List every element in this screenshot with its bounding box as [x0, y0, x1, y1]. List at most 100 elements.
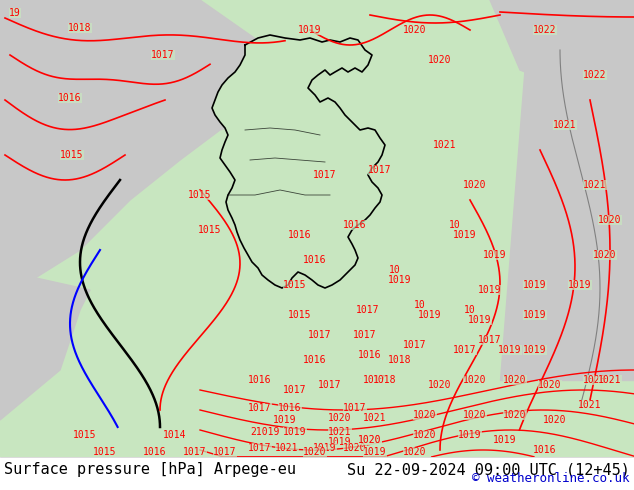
Text: 1019: 1019 [458, 430, 482, 440]
Text: 1021: 1021 [275, 443, 299, 453]
Text: 1014: 1014 [163, 430, 187, 440]
Text: 1020: 1020 [328, 413, 352, 423]
Text: 1021: 1021 [363, 413, 387, 423]
Text: 1016: 1016 [303, 255, 327, 265]
Text: 1020: 1020 [463, 410, 487, 420]
Polygon shape [0, 270, 90, 420]
Polygon shape [575, 170, 634, 380]
Text: 1021: 1021 [583, 180, 607, 190]
Text: 1017: 1017 [363, 375, 387, 385]
Text: 1015: 1015 [188, 190, 212, 200]
Polygon shape [0, 0, 300, 300]
Text: 1021: 1021 [553, 120, 577, 130]
Text: 1017: 1017 [313, 170, 337, 180]
Text: 1016: 1016 [278, 403, 302, 413]
Text: 1019: 1019 [273, 415, 297, 425]
Text: 1019: 1019 [318, 457, 342, 467]
Text: 1020: 1020 [428, 380, 452, 390]
Text: 1016: 1016 [343, 220, 366, 230]
Text: 1015: 1015 [74, 430, 97, 440]
Text: 1020: 1020 [503, 375, 527, 385]
Text: Surface pressure [hPa] Arpege-eu: Surface pressure [hPa] Arpege-eu [4, 462, 296, 477]
Text: 1019: 1019 [388, 275, 411, 285]
Text: 1020: 1020 [538, 380, 562, 390]
Text: 1020: 1020 [593, 250, 617, 260]
Text: 1020: 1020 [303, 447, 327, 457]
Text: 1020: 1020 [403, 25, 427, 35]
Text: 1016: 1016 [143, 447, 167, 457]
Text: 1019: 1019 [298, 25, 321, 35]
Text: 1020: 1020 [343, 443, 366, 453]
Text: 1018: 1018 [388, 355, 411, 365]
Text: Su 22-09-2024 09:00 UTC (12+45): Su 22-09-2024 09:00 UTC (12+45) [347, 462, 630, 477]
Text: 1017: 1017 [353, 330, 377, 340]
Text: 1017: 1017 [403, 340, 427, 350]
Text: 1020: 1020 [463, 180, 487, 190]
Text: 1020: 1020 [358, 435, 382, 445]
Text: 1017: 1017 [283, 385, 307, 395]
Text: 1021: 1021 [328, 427, 352, 437]
Text: 1015: 1015 [198, 225, 222, 235]
Text: 1017: 1017 [308, 330, 332, 340]
Text: 1015: 1015 [93, 447, 117, 457]
Text: 1020: 1020 [463, 375, 487, 385]
Polygon shape [500, 0, 634, 380]
Text: 1020: 1020 [358, 435, 382, 445]
Text: 1017: 1017 [213, 447, 236, 457]
Text: 1017: 1017 [152, 50, 175, 60]
Text: 1017: 1017 [243, 457, 267, 467]
Text: 1019: 1019 [568, 280, 592, 290]
Text: 1019: 1019 [328, 437, 352, 447]
Text: 1016: 1016 [358, 350, 382, 360]
Text: 1016: 1016 [303, 355, 327, 365]
Text: 1019: 1019 [283, 427, 307, 437]
Text: 1017: 1017 [249, 443, 272, 453]
Text: 1019: 1019 [278, 457, 302, 467]
Text: 1019: 1019 [493, 435, 517, 445]
Polygon shape [212, 35, 385, 288]
Text: 1017: 1017 [356, 305, 380, 315]
Text: 1022: 1022 [533, 25, 557, 35]
Text: 1019: 1019 [478, 285, 501, 295]
Text: © weatheronline.co.uk: © weatheronline.co.uk [472, 472, 630, 485]
Text: 1021: 1021 [433, 140, 456, 150]
Text: 1015: 1015 [283, 280, 307, 290]
Text: 1019: 1019 [498, 345, 522, 355]
Text: 10: 10 [389, 265, 401, 275]
Text: 1015: 1015 [288, 310, 312, 320]
Text: 1021: 1021 [578, 400, 602, 410]
Text: 10: 10 [449, 220, 461, 230]
Text: 1020: 1020 [413, 410, 437, 420]
Text: 1017: 1017 [343, 403, 366, 413]
Text: 1017: 1017 [453, 345, 477, 355]
Text: 1019: 1019 [453, 230, 477, 240]
Text: 1019: 1019 [418, 310, 442, 320]
Text: 1017: 1017 [368, 165, 392, 175]
Text: 1016: 1016 [533, 445, 557, 455]
Text: 21019: 21019 [250, 427, 280, 437]
Text: 1015: 1015 [60, 150, 84, 160]
Polygon shape [490, 0, 634, 140]
Text: 1019: 1019 [523, 280, 547, 290]
Text: 1019: 1019 [523, 310, 547, 320]
Text: 1022: 1022 [583, 70, 607, 80]
Text: 1020: 1020 [598, 215, 622, 225]
Text: 1021: 1021 [598, 375, 622, 385]
Text: 1017: 1017 [249, 403, 272, 413]
Text: 19: 19 [9, 8, 21, 18]
Text: 1017: 1017 [478, 335, 501, 345]
Text: 1016: 1016 [58, 93, 82, 103]
Text: 1020: 1020 [503, 410, 527, 420]
Text: 1019: 1019 [469, 315, 492, 325]
Text: 1016: 1016 [288, 230, 312, 240]
Text: 1017: 1017 [318, 380, 342, 390]
Text: 1020: 1020 [413, 430, 437, 440]
Text: 1019: 1019 [523, 345, 547, 355]
Text: 1020: 1020 [543, 415, 567, 425]
Text: 1016: 1016 [249, 375, 272, 385]
Text: 1018: 1018 [373, 375, 397, 385]
Text: 1020: 1020 [428, 55, 452, 65]
Text: 10: 10 [414, 300, 426, 310]
Text: 1018: 1018 [68, 23, 92, 33]
Text: 1020: 1020 [583, 375, 607, 385]
